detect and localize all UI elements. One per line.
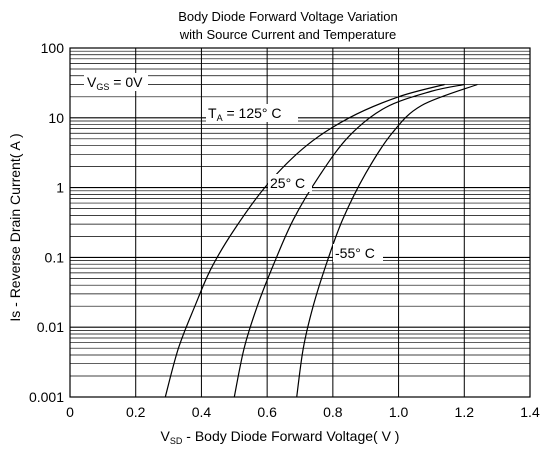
series-label-background <box>333 244 383 262</box>
series-line-0 <box>164 83 445 398</box>
x-axis-label-symbol: V <box>161 428 171 444</box>
series-label-subscript: A <box>217 113 223 123</box>
y-tick-label: 10 <box>48 110 64 126</box>
series-line-1 <box>233 83 465 398</box>
x-tick-label: 1.4 <box>520 404 540 420</box>
x-axis-label: VSD - Body Diode Forward Voltage( V ) <box>161 428 400 446</box>
y-axis-label: Is - Reverse Drain Current( A ) <box>7 133 23 321</box>
series-label-text: = 125° C <box>223 105 282 121</box>
vgs-annotation-background <box>84 73 148 91</box>
series-group <box>164 83 478 398</box>
chart-title-line-1: Body Diode Forward Voltage Variation <box>178 9 397 24</box>
x-tick-label: 0.6 <box>257 404 277 420</box>
vgs-symbol: V <box>87 74 97 90</box>
series-label-symbol: T <box>208 105 217 121</box>
chart-title-line-2: with Source Current and Temperature <box>179 27 397 42</box>
x-axis-label-subscript: SD <box>170 436 183 446</box>
series-label: 25° C <box>270 175 305 191</box>
plot-frame <box>69 47 531 398</box>
x-tick-label: 0 <box>66 404 74 420</box>
series-label: TA = 125° C <box>208 105 282 123</box>
series-label: -55° C <box>335 245 375 261</box>
y-tick-labels: 0.001 0.01 0.1 1 10 100 <box>29 40 64 405</box>
x-tick-label: 1.0 <box>389 404 409 420</box>
y-tick-label: 100 <box>41 40 65 56</box>
y-tick-label: 1 <box>56 180 64 196</box>
series-label-background <box>206 104 298 122</box>
x-tick-labels: 0 0.2 0.4 0.6 0.8 1.0 1.2 1.4 <box>66 404 540 420</box>
y-tick-label: 0.001 <box>29 389 64 405</box>
vgs-subscript: GS <box>96 82 109 92</box>
x-tick-label: 1.2 <box>455 404 475 420</box>
series-labels: TA = 125° C 25° C -55° C <box>206 104 383 262</box>
series-label-background <box>268 174 312 192</box>
grid <box>69 48 531 398</box>
x-axis-label-text: - Body Diode Forward Voltage( V ) <box>182 428 399 444</box>
series-line-2 <box>296 83 478 398</box>
x-tick-label: 0.8 <box>323 404 343 420</box>
y-tick-label: 0.1 <box>45 249 65 265</box>
y-tick-label: 0.01 <box>37 319 64 335</box>
vgs-annotation: VGS = 0V <box>87 74 143 92</box>
x-tick-label: 0.4 <box>192 404 212 420</box>
x-tick-label: 0.2 <box>126 404 146 420</box>
vgs-text: = 0V <box>109 74 143 90</box>
